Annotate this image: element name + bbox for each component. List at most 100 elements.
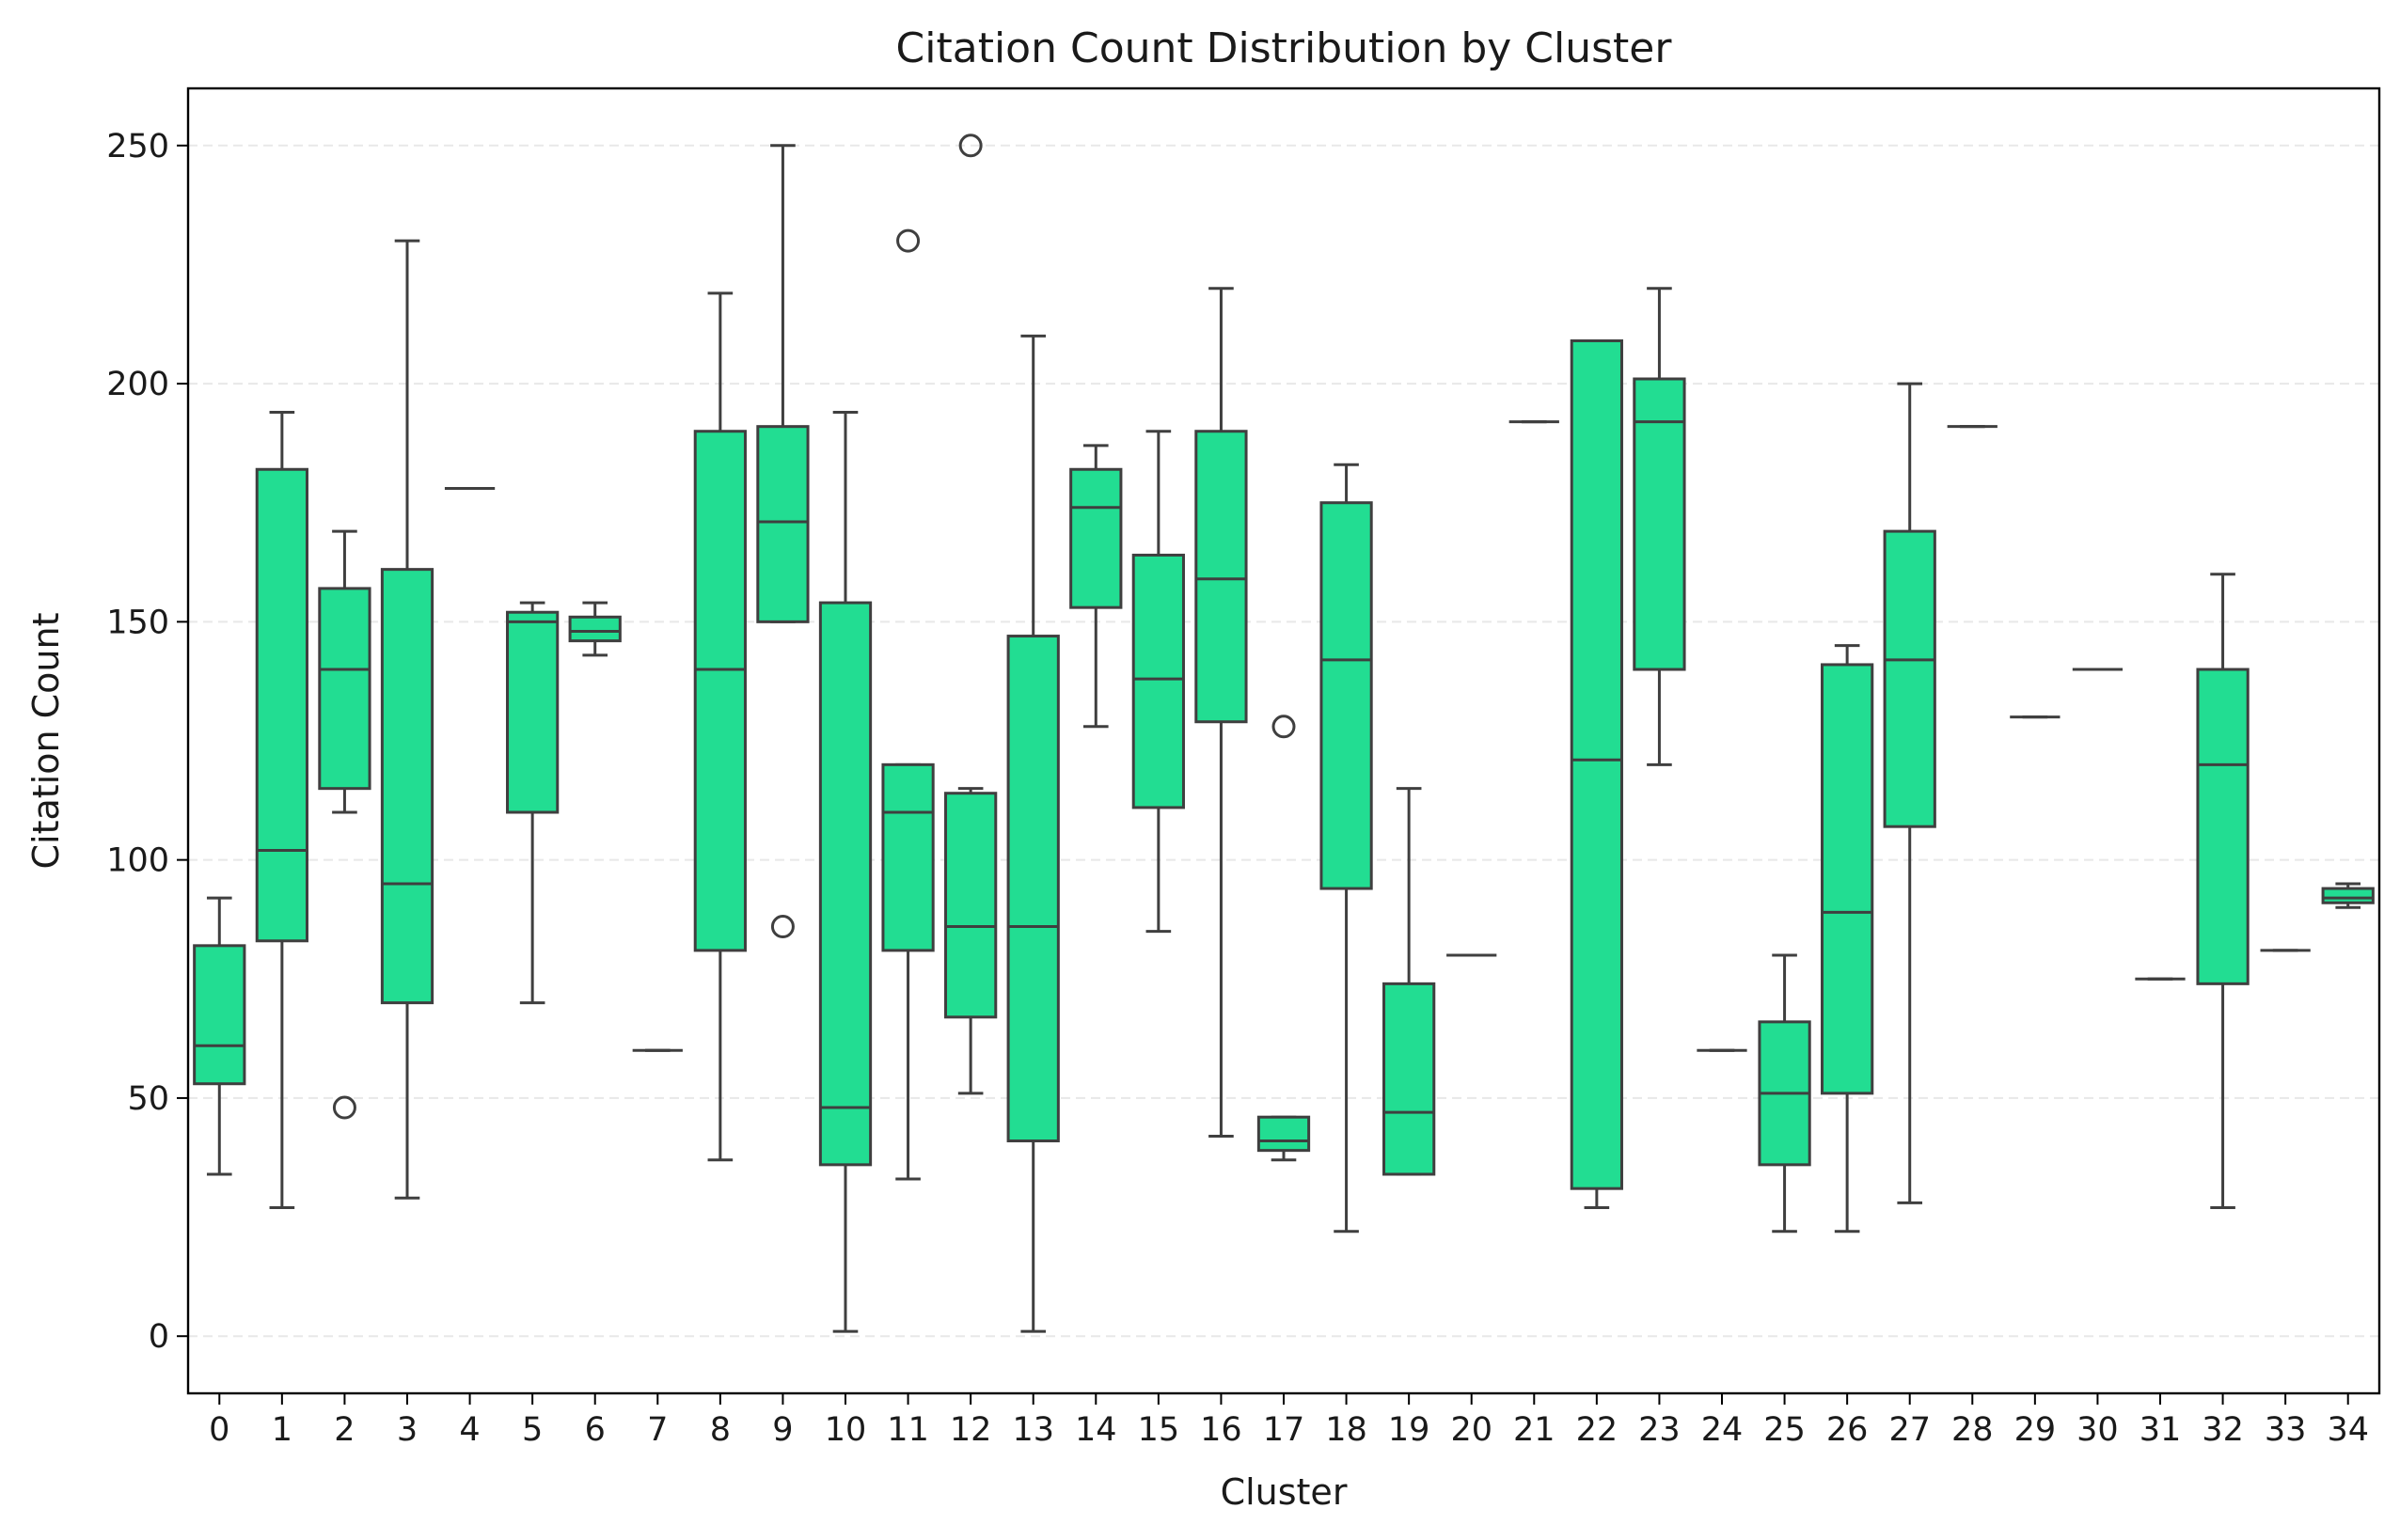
iqr-box [255, 467, 308, 943]
box-cluster-3 [380, 239, 434, 1200]
x-tick-label: 24 [1701, 1411, 1744, 1449]
box-cluster-18 [1319, 463, 1373, 1234]
x-tick-label: 1 [272, 1411, 292, 1449]
x-tick-label: 29 [2014, 1411, 2057, 1449]
iqr-box [1883, 529, 1936, 828]
x-axis: 0 1 2 3 4 5 6 7 8 9 10 11 12 13 14 15 16 17 18 19 20 21 22 23 24… [209, 1393, 2369, 1449]
box-cluster-16 [1194, 287, 1248, 1138]
iqr-box [2321, 887, 2375, 904]
box-cluster-12 [944, 134, 998, 1095]
box-cluster-6 [568, 601, 622, 657]
x-tick-label: 13 [1012, 1411, 1054, 1449]
box-cluster-10 [818, 410, 873, 1333]
x-tick-label: 33 [2265, 1411, 2307, 1449]
y-tick-label: 150 [106, 604, 169, 641]
x-tick-label: 30 [2076, 1411, 2119, 1449]
x-tick-label: 4 [459, 1411, 480, 1449]
box-cluster-13 [1006, 334, 1060, 1333]
x-tick-label: 10 [825, 1411, 867, 1449]
iqr-box [318, 587, 371, 791]
x-tick-label: 8 [710, 1411, 731, 1449]
x-axis-label: Cluster [1221, 1471, 1348, 1513]
iqr-box [506, 610, 560, 814]
outlier-point [1271, 715, 1296, 739]
x-tick-label: 27 [1888, 1411, 1931, 1449]
y-tick-label: 200 [106, 366, 169, 403]
x-tick-label: 17 [1263, 1411, 1305, 1449]
x-tick-label: 7 [647, 1411, 668, 1449]
x-tick-label: 2 [334, 1411, 355, 1449]
x-tick-label: 23 [1638, 1411, 1681, 1449]
x-tick-label: 3 [397, 1411, 418, 1449]
outlier-point [332, 1095, 356, 1120]
box-cluster-11 [881, 228, 935, 1181]
x-tick-label: 28 [1951, 1411, 1994, 1449]
box-cluster-23 [1633, 287, 1686, 766]
box-cluster-22 [1570, 338, 1623, 1209]
iqr-box [193, 944, 246, 1086]
outlier-point [958, 134, 983, 158]
iqr-box [1382, 982, 1436, 1176]
iqr-box [1319, 501, 1373, 890]
x-tick-label: 32 [2202, 1411, 2244, 1449]
iqr-box [818, 601, 873, 1167]
outlier-point [896, 228, 921, 253]
x-tick-label: 15 [1138, 1411, 1180, 1449]
box-cluster-1 [255, 410, 308, 1209]
x-tick-label: 22 [1576, 1411, 1618, 1449]
x-tick-label: 31 [2139, 1411, 2182, 1449]
iqr-box [1131, 553, 1185, 809]
box-cluster-34 [2321, 882, 2375, 909]
iqr-box [2196, 668, 2250, 985]
iqr-box [1194, 430, 1248, 724]
iqr-box [944, 792, 998, 1019]
iqr-box [1570, 338, 1623, 1190]
x-tick-label: 20 [1450, 1411, 1492, 1449]
iqr-box [756, 425, 810, 623]
box-cluster-17 [1256, 715, 1311, 1162]
box-plots [193, 134, 2375, 1333]
iqr-box [881, 762, 935, 952]
y-tick-label: 0 [149, 1318, 169, 1356]
box-cluster-19 [1382, 787, 1436, 1176]
x-tick-label: 25 [1763, 1411, 1806, 1449]
box-cluster-8 [693, 291, 747, 1162]
y-tick-label: 50 [127, 1080, 169, 1118]
box-cluster-27 [1883, 382, 1936, 1204]
x-tick-label: 16 [1200, 1411, 1242, 1449]
box-cluster-32 [2196, 573, 2250, 1209]
box-cluster-0 [193, 896, 246, 1176]
x-tick-label: 14 [1075, 1411, 1117, 1449]
box-cluster-15 [1131, 430, 1185, 934]
box-cluster-9 [756, 144, 810, 939]
y-axis-label: Citation Count [25, 613, 67, 870]
x-tick-label: 19 [1388, 1411, 1430, 1449]
y-tick-label: 250 [106, 128, 169, 165]
x-tick-label: 0 [209, 1411, 229, 1449]
x-tick-label: 21 [1513, 1411, 1555, 1449]
iqr-box [1633, 377, 1686, 671]
x-tick-label: 18 [1325, 1411, 1367, 1449]
box-cluster-14 [1069, 444, 1123, 729]
y-tick-label: 100 [106, 842, 169, 880]
x-tick-label: 12 [950, 1411, 992, 1449]
iqr-box [1069, 467, 1123, 609]
x-tick-label: 11 [887, 1411, 929, 1449]
iqr-box [1256, 1115, 1311, 1153]
x-tick-label: 9 [772, 1411, 793, 1449]
iqr-box [568, 615, 622, 643]
box-cluster-5 [506, 601, 560, 1005]
x-tick-label: 6 [585, 1411, 606, 1449]
outlier-point [770, 915, 795, 939]
box-cluster-26 [1821, 644, 1874, 1234]
iqr-box [380, 568, 434, 1005]
y-axis: 0 50 100 150 200 250 [106, 128, 188, 1356]
x-tick-label: 5 [522, 1411, 543, 1449]
x-tick-label: 34 [2327, 1411, 2369, 1449]
box-cluster-2 [318, 529, 371, 1120]
iqr-box [1821, 663, 1874, 1095]
iqr-box [693, 430, 747, 952]
iqr-box [1006, 635, 1060, 1143]
chart-title: Citation Count Distribution by Cluster [896, 24, 1673, 72]
